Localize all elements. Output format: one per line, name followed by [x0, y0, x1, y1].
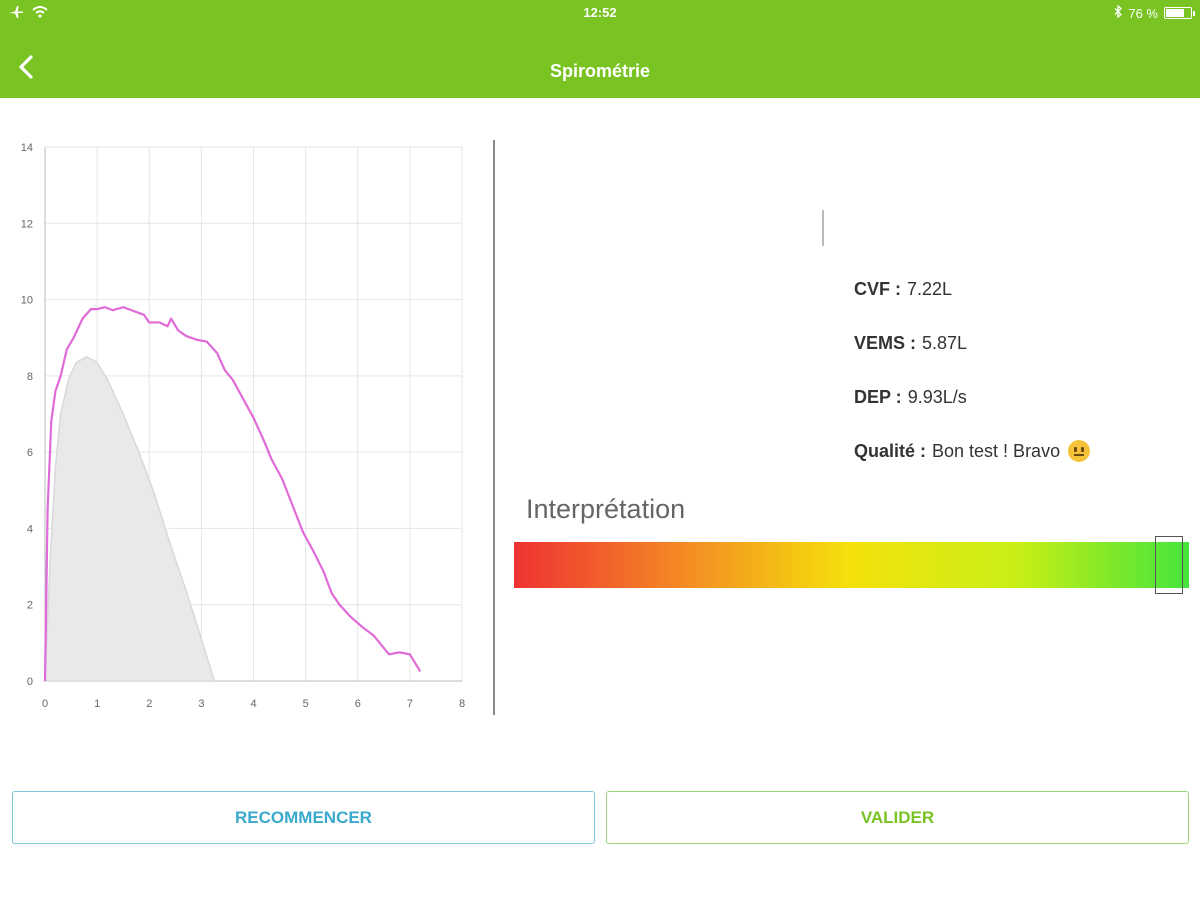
status-bar: 12:52 76 % — [0, 0, 1200, 26]
x-tick-label: 4 — [250, 698, 256, 710]
x-tick-label: 0 — [42, 698, 48, 710]
vertical-divider — [493, 140, 495, 715]
battery-icon — [1164, 7, 1195, 19]
battery-text: 76 % — [1128, 5, 1158, 21]
x-tick-label: 1 — [94, 698, 100, 710]
status-time: 12:52 — [583, 5, 617, 20]
status-left — [8, 5, 48, 22]
result-cvf: CVF : 7.22L — [854, 262, 1090, 316]
x-tick-label: 5 — [303, 698, 309, 710]
interpretation-marker[interactable] — [1154, 536, 1183, 594]
x-tick-label: 3 — [198, 698, 204, 710]
quality-value: Bon test ! Bravo — [932, 440, 1061, 461]
y-tick-label: 14 — [21, 142, 33, 154]
status-right: 76 % — [1114, 4, 1195, 21]
quality-label: Qualité : — [854, 440, 927, 461]
page-title: Spirométrie — [549, 61, 651, 81]
interpretation-gradient-bar — [514, 536, 1189, 594]
dep-label: DEP : — [854, 386, 902, 407]
result-dep: DEP : 9.93L/s — [854, 370, 1090, 424]
text-caret — [822, 210, 824, 246]
airplane-icon — [8, 5, 24, 22]
bluetooth-icon — [1114, 4, 1123, 21]
validate-button[interactable]: VALIDER — [606, 791, 1189, 844]
restart-button[interactable]: RECOMMENCER — [12, 791, 595, 844]
results-panel: CVF : 7.22L VEMS : 5.87L DEP : 9.93L/s Q… — [854, 262, 1091, 478]
measured-flow-line-series — [43, 306, 422, 682]
x-tick-label: 7 — [407, 698, 413, 710]
y-tick-label: 6 — [27, 447, 33, 459]
result-vems: VEMS : 5.87L — [854, 316, 1090, 370]
y-tick-label: 12 — [21, 218, 33, 230]
y-tick-label: 10 — [21, 295, 33, 307]
y-tick-label: 0 — [27, 676, 33, 688]
x-tick-label: 6 — [355, 698, 361, 710]
cvf-value: 7.22L — [907, 278, 953, 299]
x-tick-label: 2 — [146, 698, 152, 710]
vems-label: VEMS : — [854, 332, 917, 353]
x-tick-label: 8 — [459, 698, 465, 710]
smiley-icon — [1068, 440, 1091, 462]
reference-area-series — [44, 355, 216, 682]
back-button[interactable] — [14, 54, 40, 80]
battery-level — [1166, 9, 1185, 17]
y-tick-label: 8 — [27, 371, 33, 383]
vems-value: 5.87L — [922, 332, 968, 353]
nav-bar: Spirométrie — [0, 26, 1200, 98]
interpretation-title: Interprétation — [526, 494, 686, 524]
y-tick-label: 2 — [27, 600, 33, 612]
result-quality: Qualité : Bon test ! Bravo — [854, 424, 1091, 478]
cvf-label: CVF : — [854, 278, 901, 299]
wifi-icon — [32, 6, 48, 21]
y-tick-label: 4 — [27, 523, 33, 535]
dep-value: 9.93L/s — [907, 386, 967, 407]
spirometry-chart: 0 1 2 3 4 5 6 7 8 0 2 4 6 8 10 12 14 — [0, 130, 480, 720]
chevron-left-icon — [19, 55, 33, 79]
